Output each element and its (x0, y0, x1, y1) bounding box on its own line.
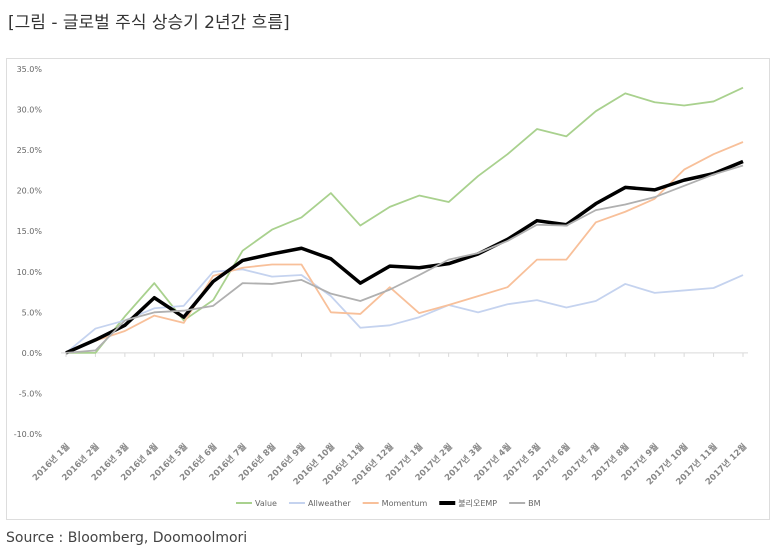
series-line-BM (65, 164, 744, 354)
chart-area (6, 58, 770, 520)
series-line-Allweather (65, 268, 744, 354)
legend-label: Momentum (382, 499, 428, 508)
line-chart: 35.0% 30.0% 25.0% 20.0% 15.0% 10.0% 5.0% 0.0% -5… (14, 65, 750, 508)
y-tick-label: 5.0% (22, 308, 43, 317)
y-tick-label: -10.0% (14, 430, 43, 439)
y-tick-label: 15.0% (17, 227, 43, 236)
figure-title: [그림 - 글로벌 주식 상승기 2년간 흐름] (8, 13, 290, 33)
legend-label: Allweather (308, 499, 351, 508)
y-tick-label: -5.0% (19, 389, 43, 398)
y-tick-label: 35.0% (17, 65, 43, 74)
series-line-Value (66, 86, 744, 354)
legend-label: 불리오EMP (458, 498, 497, 508)
y-tick-label: 25.0% (17, 146, 43, 155)
y-tick-label: 20.0% (17, 187, 43, 196)
series-line-Momentum (65, 141, 744, 354)
y-tick-label: 10.0% (17, 268, 43, 277)
source-note: Source : Bloomberg, Doomoolmori (6, 530, 248, 546)
legend-label: BM (528, 499, 540, 508)
y-tick-label: 30.0% (17, 106, 43, 115)
series-line-불리오EMP (65, 159, 744, 355)
legend-label: Value (255, 499, 277, 508)
y-tick-label: 0.0% (22, 349, 43, 358)
